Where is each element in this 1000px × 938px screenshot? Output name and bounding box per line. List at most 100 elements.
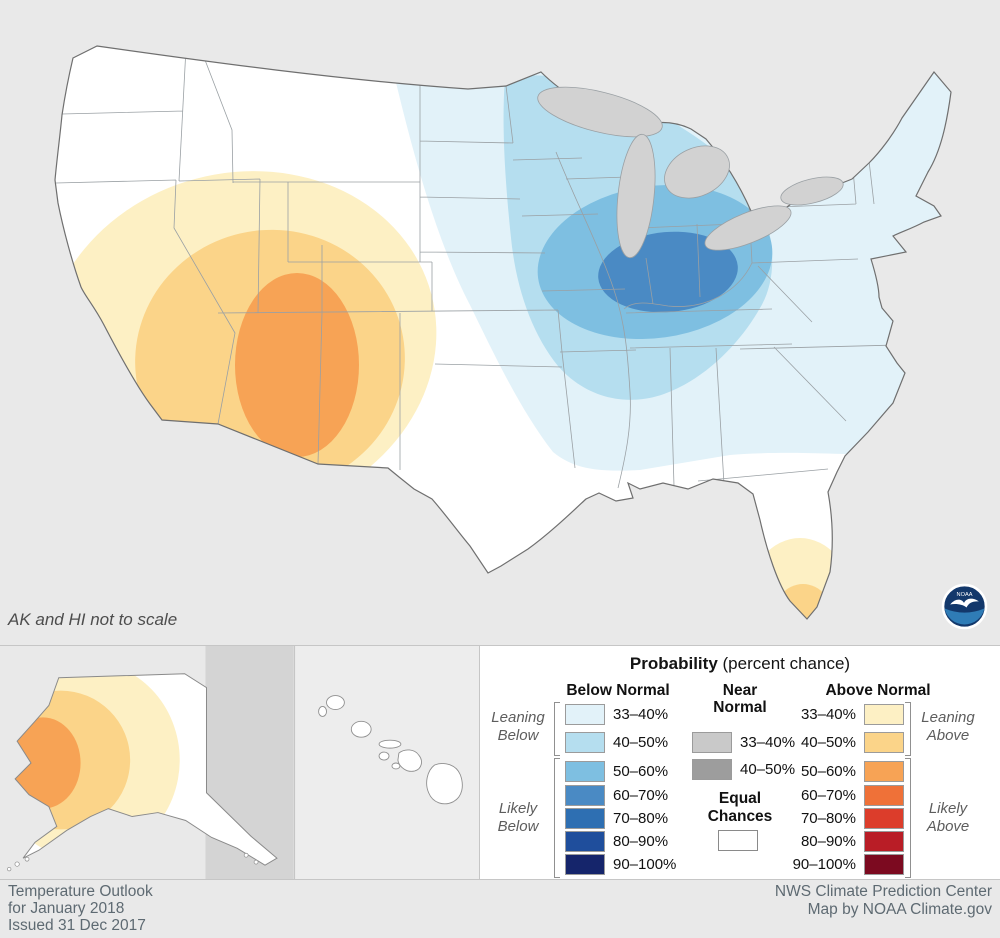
legend-below-row: 90–100% xyxy=(565,854,676,875)
footer-period-line: for January 2018 xyxy=(8,900,125,917)
island-molokai xyxy=(378,739,402,749)
legend-range-label: 50–60% xyxy=(800,763,856,780)
footer-title-line: Temperature Outlook xyxy=(8,883,153,900)
state-boundaries xyxy=(55,47,898,489)
legend-above-row: 80–90% xyxy=(780,831,904,852)
legend-above-row: 40–50% xyxy=(780,732,904,753)
above-normal-50-60-region-southwest xyxy=(235,273,359,457)
legend-swatch xyxy=(565,704,605,725)
legend-title-bold: Probability xyxy=(629,654,718,673)
island-lanai xyxy=(378,751,390,761)
legend-title: Probability (percent chance) xyxy=(480,654,1000,674)
legend-swatch xyxy=(565,854,605,875)
legend-near-row: 33–40% xyxy=(692,732,795,753)
lake-huron xyxy=(664,145,730,199)
legend-swatch xyxy=(864,704,904,725)
legend-above-row: 70–80% xyxy=(780,808,904,829)
leaning-above-bracket xyxy=(905,702,911,756)
legend-below-row: 60–70% xyxy=(565,785,668,806)
legend-swatch xyxy=(565,732,605,753)
leaning-below-label: Leaning Below xyxy=(486,709,550,745)
alaska-above-50-60-region xyxy=(15,717,81,809)
near-header-line2: Normal xyxy=(713,699,767,716)
ak-hi-scale-note: AK and HI not to scale xyxy=(8,610,178,629)
legend-swatch xyxy=(565,808,605,829)
legend-range-label: 40–50% xyxy=(613,734,669,751)
legend-swatch xyxy=(692,732,732,753)
island-kauai xyxy=(326,695,345,710)
legend-swatch xyxy=(565,785,605,806)
hawaii-inset-panel xyxy=(295,646,480,879)
legend-swatch xyxy=(864,808,904,829)
footer-right-text: NWS Climate Prediction Center Map by NOA… xyxy=(775,883,992,919)
lake-erie xyxy=(704,205,792,251)
legend-swatch xyxy=(565,761,605,782)
legend-swatch xyxy=(864,732,904,753)
legend-swatch xyxy=(692,759,732,780)
legend-below-row: 40–50% xyxy=(565,732,668,753)
likely-above-line2: Above xyxy=(926,818,970,835)
equal-chances-swatch xyxy=(718,830,758,851)
legend-range-label: 60–70% xyxy=(800,787,856,804)
footer-left-text: Temperature Outlook for January 2018 Iss… xyxy=(8,883,153,934)
leaning-below-line1: Leaning xyxy=(491,709,545,726)
island-oahu xyxy=(350,720,372,738)
below-normal-header: Below Normal xyxy=(566,682,670,699)
legend-range-label: 33–40% xyxy=(613,706,669,723)
likely-below-label: Likely Below xyxy=(486,800,550,836)
footer-issued-line: Issued 31 Dec 2017 xyxy=(8,917,146,934)
leaning-above-line1: Leaning xyxy=(921,709,975,726)
likely-above-bracket xyxy=(905,758,911,878)
legend-range-label: 70–80% xyxy=(613,810,669,827)
island-niihau xyxy=(318,706,327,717)
hawaii-map xyxy=(295,646,479,879)
legend-below-row: 50–60% xyxy=(565,761,668,782)
near-header-line1: Near xyxy=(722,682,758,699)
noaa-logo-seagull-icon xyxy=(950,598,979,608)
noaa-logo-text: NOAA xyxy=(957,592,973,598)
likely-below-line2: Below xyxy=(497,818,539,835)
lake-ontario xyxy=(780,176,844,206)
legend-above-row: 33–40% xyxy=(780,704,904,725)
legend-range-label: 40–50% xyxy=(740,761,796,778)
legend-above-row: 50–60% xyxy=(780,761,904,782)
legend-range-label: 70–80% xyxy=(800,810,856,827)
legend-swatch xyxy=(864,831,904,852)
legend-above-row: 60–70% xyxy=(780,785,904,806)
legend-above-row: 90–100% xyxy=(780,854,904,875)
likely-below-bracket xyxy=(554,758,560,878)
hawaii-background xyxy=(295,646,479,879)
legend-title-normal: (percent chance) xyxy=(717,654,851,673)
footer: Temperature Outlook for January 2018 Iss… xyxy=(0,880,1000,938)
legend-range-label: 90–100% xyxy=(792,856,856,873)
legend-range-label: 33–40% xyxy=(740,734,796,751)
equal-chances-line1: Equal xyxy=(718,790,762,807)
island-kahoolawe xyxy=(391,762,401,770)
above-normal-header: Above Normal xyxy=(825,682,931,699)
great-lakes xyxy=(537,86,844,259)
noaa-logo: NOAA xyxy=(941,583,988,630)
legend-swatch xyxy=(864,854,904,875)
footer-source-line: NWS Climate Prediction Center xyxy=(774,883,992,900)
legend-range-label: 90–100% xyxy=(613,856,677,873)
lake-michigan xyxy=(616,133,656,259)
legend-below-row: 70–80% xyxy=(565,808,668,829)
legend-swatch xyxy=(565,831,605,852)
likely-below-line1: Likely xyxy=(498,800,538,817)
legend-swatch xyxy=(864,761,904,782)
likely-above-line1: Likely xyxy=(928,800,968,817)
legend-range-label: 33–40% xyxy=(800,706,856,723)
legend-range-label: 60–70% xyxy=(613,787,669,804)
legend-near-row: 40–50% xyxy=(692,759,795,780)
legend-below-row: 80–90% xyxy=(565,831,668,852)
noaa-logo-ocean xyxy=(944,608,985,625)
island-hawaii-big-island xyxy=(426,763,463,805)
legend-panel: Probability (percent chance) Below Norma… xyxy=(480,646,1000,879)
legend-range-label: 40–50% xyxy=(800,734,856,751)
lake-superior xyxy=(537,86,663,138)
near-normal-header: Near Normal xyxy=(680,682,800,716)
likely-above-label: Likely Above xyxy=(916,800,980,836)
alaska-map xyxy=(1,646,294,879)
legend-range-label: 80–90% xyxy=(613,833,669,850)
alaska-inset-panel xyxy=(0,646,295,879)
